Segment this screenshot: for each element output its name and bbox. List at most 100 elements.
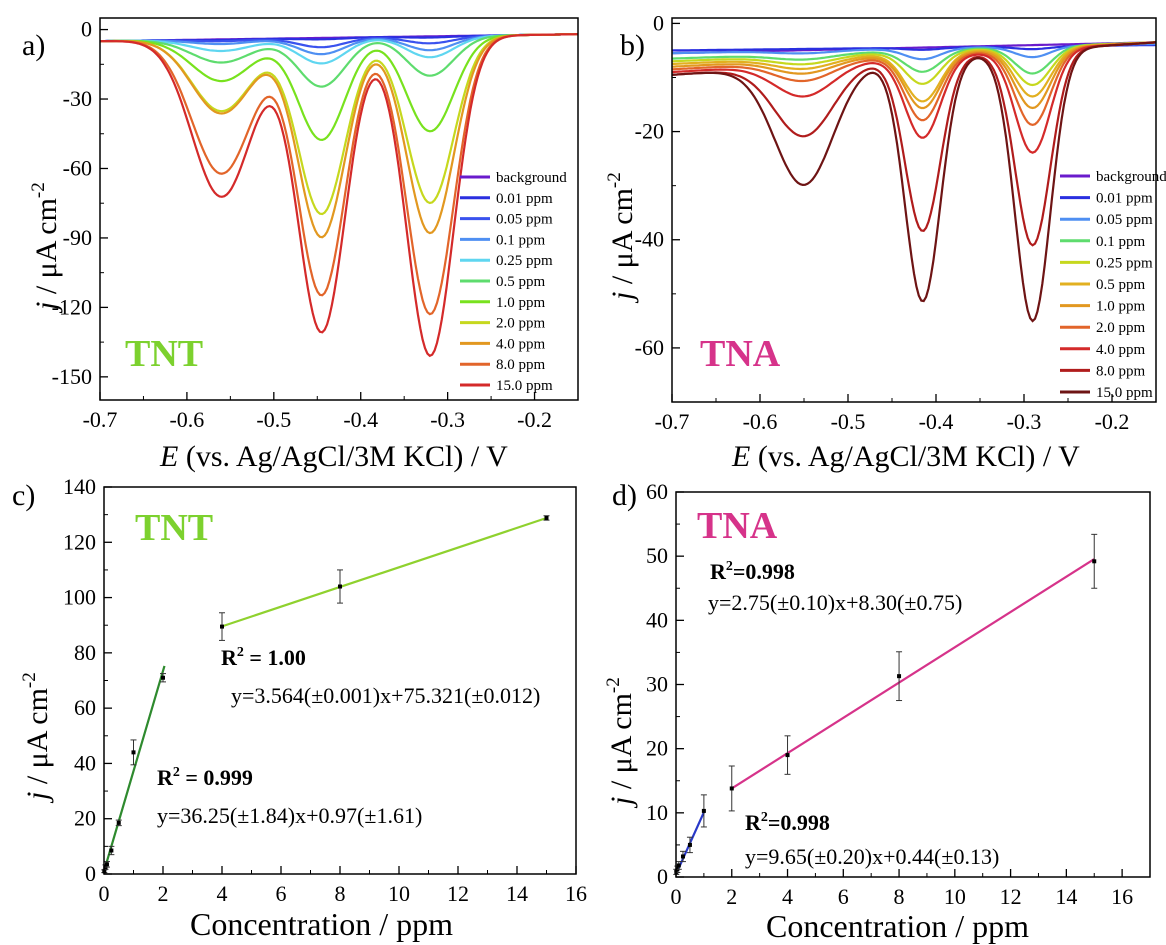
data-point [1092, 559, 1097, 564]
legend-entry: 2.0 ppm [496, 316, 546, 332]
legend-entry: 8.0 ppm [1096, 363, 1146, 379]
x-tick-label: 12 [1000, 884, 1022, 909]
y-tick-label: -40 [635, 227, 664, 252]
x-tick-label: 14 [506, 881, 528, 906]
y-tick-label: -150 [52, 364, 92, 389]
panel-c-letter: c) [12, 479, 35, 512]
y-tick-label: 140 [63, 474, 96, 499]
panel-d-fit2-r2: R2=0.998 [710, 559, 795, 584]
panel-d-letter: d) [612, 479, 637, 512]
x-tick-label: 10 [388, 881, 410, 906]
x-tick-label: -0.6 [169, 407, 204, 432]
panel-d-fit1-equation: y=9.65(±0.20)x+0.44(±0.13) [745, 844, 999, 869]
x-tick-label: 14 [1055, 884, 1077, 909]
x-tick-label: 6 [276, 881, 287, 906]
panel-b-ylabel: j / μA cm-2 [604, 172, 639, 304]
panel-b-frame [671, 17, 1157, 403]
panel-a-legend: background 0.01 ppm 0.05 ppm 0.1 ppm 0.25 pp… [460, 170, 567, 394]
y-tick-label: -60 [63, 155, 92, 180]
panel-b-xlabel-symbol: E [731, 440, 750, 473]
panel-c-ticks: 0 2 4 6 8 10 12 14 16 0 20 40 60 80 100 120 140 [63, 474, 587, 906]
panel-c: c) 0 2 4 6 8 10 12 14 16 0 20 40 60 80 100 120 140 TNT R… [12, 474, 587, 942]
legend-entry: 4.0 ppm [496, 336, 546, 352]
x-tick-label: 8 [335, 881, 346, 906]
series-line [100, 33, 578, 358]
panel-b-legend: background 0.01 ppm 0.05 ppm 0.1 ppm 0.25 pp… [1060, 169, 1166, 401]
legend-entry: 0.01 ppm [1096, 191, 1153, 207]
panel-d-fit2-equation: y=2.75(±0.10)x+8.30(±0.75) [708, 590, 962, 615]
data-point [680, 854, 685, 859]
panel-b: b) -0.7 -0.6 -0.5 -0.4 -0.3 -0.2 0 -20 -40 -60 ba… [604, 10, 1166, 473]
y-tick-label: 60 [74, 695, 96, 720]
data-point [897, 674, 902, 679]
panel-d-ylabel: j / μA cm-2 [603, 677, 638, 809]
series-line [671, 41, 1157, 154]
panel-c-fit2-r2: R2 = 1.00 [221, 645, 306, 670]
x-tick-label: 6 [838, 884, 849, 909]
legend-entry: 15.0 ppm [496, 378, 553, 394]
legend-entry: 0.05 ppm [1096, 212, 1153, 228]
panel-c-fit2-equation: y=3.564(±0.001)x+75.321(±0.012) [231, 683, 540, 708]
data-point [116, 820, 121, 825]
y-tick-label: 0 [81, 17, 92, 42]
data-point [109, 848, 114, 853]
panel-a-xlabel: E (vs. Ag/AgCl/3M KCl) / V [159, 440, 508, 473]
data-point [676, 863, 681, 868]
panel-b-letter: b) [620, 29, 645, 62]
x-tick-label: 12 [447, 881, 469, 906]
data-point [104, 862, 109, 867]
y-tick-label: 10 [646, 800, 668, 825]
y-tick-label: 0 [85, 861, 96, 886]
x-tick-label: -0.5 [831, 409, 866, 434]
legend-entry: 1.0 ppm [1096, 299, 1146, 315]
y-tick-label: -60 [635, 335, 664, 360]
x-tick-label: 10 [944, 884, 966, 909]
data-point [701, 808, 706, 813]
series-line [671, 41, 1157, 323]
fit-line [221, 516, 547, 628]
panel-a-ylabel-symbol: j [30, 302, 63, 314]
legend-entry: 0.5 ppm [1096, 277, 1146, 293]
panel-a-compound-label: TNT [125, 333, 203, 375]
panel-c-plot [101, 515, 550, 874]
legend-entry: 0.05 ppm [496, 212, 553, 228]
y-tick-label: -120 [52, 294, 92, 319]
x-tick-label: 16 [1111, 884, 1133, 909]
panel-a-ylabel: j / μA cm-2 [28, 182, 63, 314]
y-tick-label: -30 [63, 86, 92, 111]
y-tick-label: 20 [74, 806, 96, 831]
x-tick-label: -0.2 [1095, 409, 1130, 434]
panel-d-xlabel: Concentration / ppm [766, 908, 1029, 944]
panel-b-ylabel-unit: / μA cm [606, 188, 639, 292]
y-tick-label: 20 [646, 736, 668, 761]
x-tick-label: 2 [158, 881, 169, 906]
y-tick-label: 30 [646, 672, 668, 697]
y-tick-label: 80 [74, 640, 96, 665]
y-tick-label: -90 [63, 225, 92, 250]
series-line [671, 41, 1157, 110]
series-line [671, 41, 1157, 247]
y-tick-label: 60 [646, 479, 668, 504]
data-point [687, 842, 692, 847]
x-tick-label: 16 [565, 881, 587, 906]
panel-d: d) 0 2 4 6 8 10 12 14 16 0 10 20 30 40 50 60 TNA R2=0.9… [603, 479, 1151, 944]
panel-a-xlabel-symbol: E [159, 440, 178, 473]
panel-b-xlabel: E (vs. Ag/AgCl/3M KCl) / V [731, 440, 1080, 473]
panel-c-ylabel: j / μA cm-2 [19, 672, 54, 804]
panel-a-letter: a) [22, 29, 45, 62]
panel-d-fit1-r2: R2=0.998 [745, 810, 830, 835]
data-point [220, 624, 224, 629]
panel-a-xlabel-unit: (vs. Ag/AgCl/3M KCl) / V [178, 440, 508, 473]
panel-a-curves [99, 33, 578, 358]
x-tick-label: 4 [217, 881, 228, 906]
legend-entry: 8.0 ppm [496, 357, 546, 373]
legend-entry: 0.25 ppm [496, 253, 553, 269]
x-tick-label: -0.7 [655, 409, 690, 434]
y-tick-label: 120 [63, 529, 96, 554]
panel-b-ylabel-symbol: j [606, 292, 639, 304]
y-tick-label: 50 [646, 543, 668, 568]
fit-line [102, 665, 166, 872]
series-line [671, 41, 1157, 127]
panel-b-ylabel-exp: -2 [604, 172, 625, 188]
